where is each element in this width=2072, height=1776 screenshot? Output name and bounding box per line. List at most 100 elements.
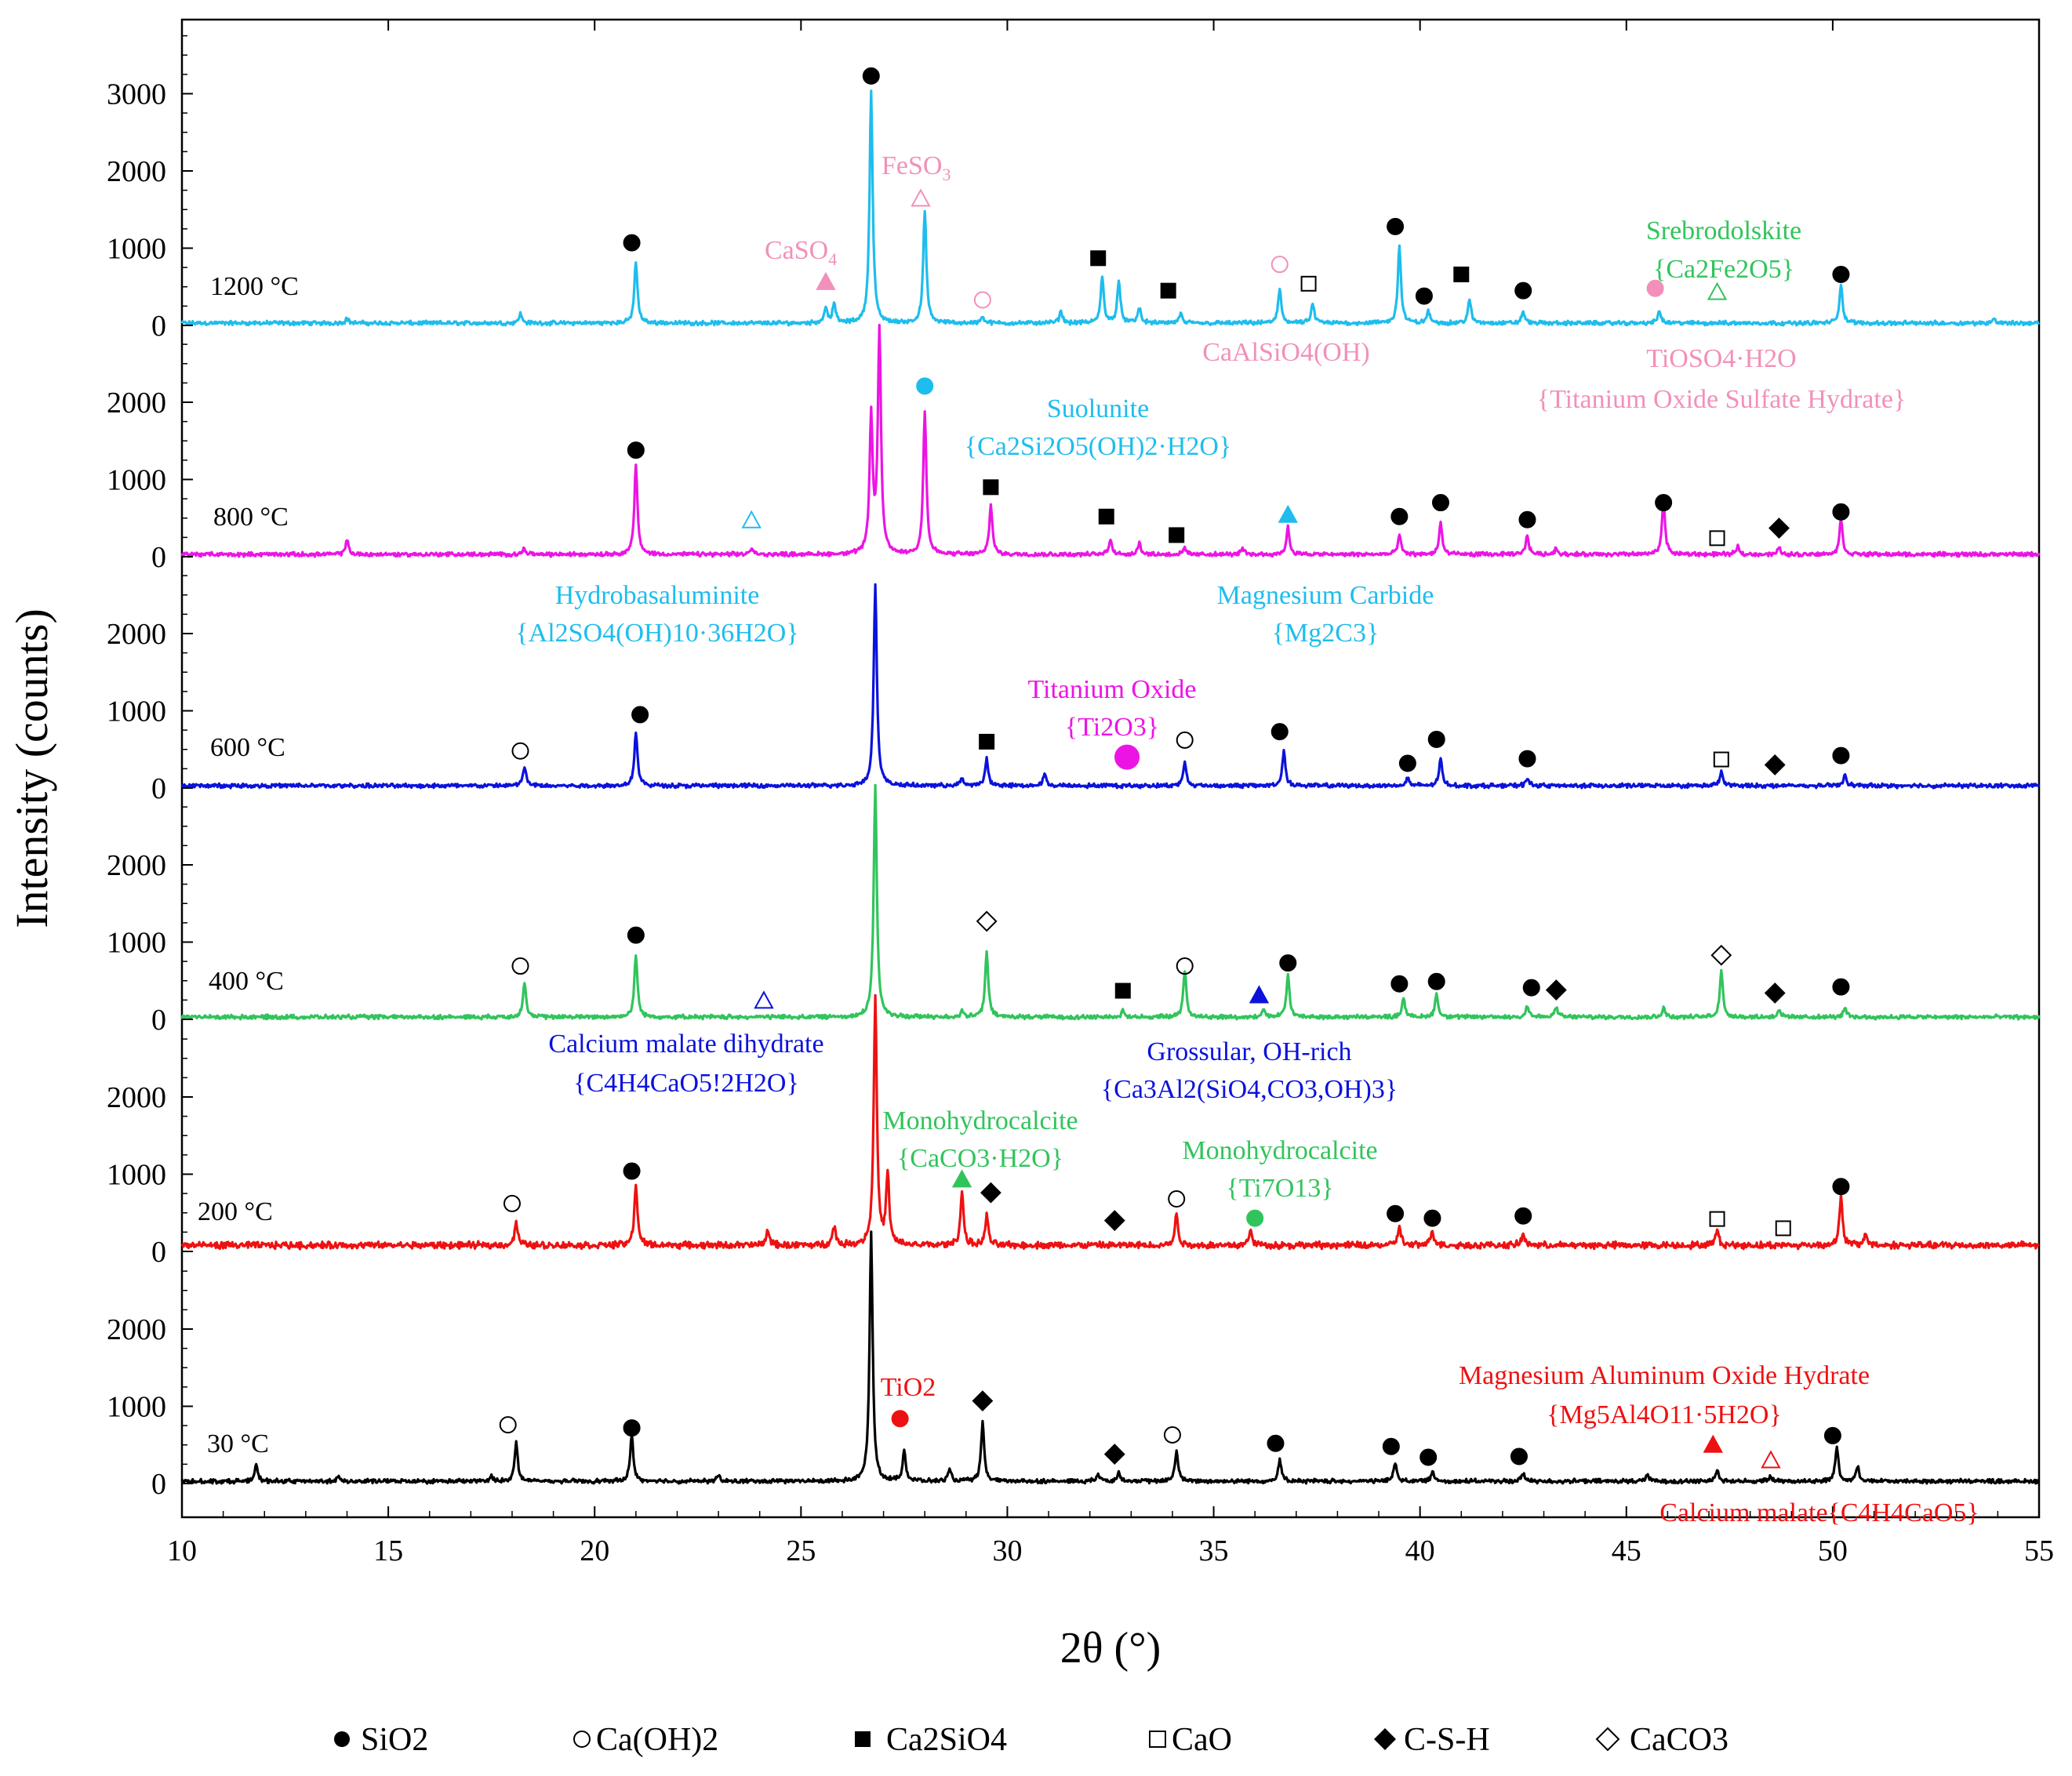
- annotation-tio2: TiO2: [881, 1373, 936, 1402]
- legend-label-ca2sio4: Ca2SiO4: [886, 1722, 1007, 1758]
- phase-marker-diamond: [980, 1182, 1001, 1204]
- y-axis-label: Intensity (counts): [6, 608, 57, 928]
- phase-marker-circle: [1267, 1434, 1285, 1452]
- phase-marker-triangle: [911, 188, 931, 207]
- phase-marker-square: [1114, 982, 1131, 999]
- phase-marker-triangle: [816, 271, 836, 290]
- legend-symbol-sio2: [334, 1731, 350, 1747]
- series-trace-3: [180, 783, 2041, 1021]
- phase-marker-circle: [627, 441, 645, 459]
- phase-marker-circle: [503, 1194, 521, 1212]
- phase-marker-circle: [1431, 494, 1449, 512]
- phase-marker-circle: [1279, 954, 1297, 972]
- phase-marker-circle: [1420, 1448, 1438, 1466]
- series-label-800: 800 °C: [213, 503, 289, 532]
- phase-marker-circle: [623, 1419, 641, 1437]
- y-tick-label: 2000: [107, 387, 166, 419]
- phase-marker-square: [1098, 508, 1114, 525]
- x-tick-label: 15: [373, 1534, 403, 1567]
- phase-marker-circle: [623, 1162, 641, 1180]
- annotation-calcium-malate-dihydrate: Calcium malate dihydrate: [548, 1030, 823, 1059]
- annotation-suolunite-formula: {Ca2Si2O5(OH)2·H2O}: [965, 432, 1232, 461]
- y-tick-label: 0: [151, 1004, 166, 1037]
- phase-marker-square: [1300, 275, 1317, 292]
- phase-marker-square: [1713, 751, 1729, 768]
- series-label-200: 200 °C: [198, 1197, 273, 1226]
- annotation-titanium-oxide-formula: {Ti2O3}: [1065, 713, 1159, 742]
- y-tick-label: 1000: [107, 927, 166, 960]
- phase-marker-circle: [916, 377, 934, 395]
- phase-marker-circle: [1415, 287, 1433, 305]
- x-tick-label: 35: [1199, 1534, 1229, 1567]
- phase-marker-circle: [1270, 256, 1289, 274]
- phase-marker-diamond: [972, 1390, 994, 1412]
- y-tick-label: 1000: [107, 1159, 166, 1192]
- legend: SiO2 Ca(OH)2 Ca2SiO4 CaO C-S-H CaCO3: [334, 1722, 1728, 1758]
- series-trace-4: [180, 993, 2040, 1251]
- phase-marker-circle: [1387, 217, 1405, 235]
- phase-marker-square: [979, 733, 995, 750]
- phase-marker-circle: [1646, 279, 1664, 297]
- phase-marker-circle: [1390, 507, 1409, 525]
- series-trace-5: [180, 1230, 2041, 1485]
- annotation-text: CaSO: [765, 236, 828, 265]
- annotation-monohydrocalcite-2: Monohydrocalcite: [1182, 1136, 1377, 1165]
- annotation-sub: 3: [942, 165, 951, 184]
- phase-marker-triangle: [741, 510, 762, 528]
- phase-marker-diamond: [976, 910, 998, 932]
- phase-marker-triangle: [1707, 281, 1728, 300]
- phase-marker-diamond: [1764, 982, 1786, 1004]
- phase-marker-circle: [1427, 972, 1445, 990]
- annotation-suolunite: Suolunite: [1047, 394, 1149, 423]
- annotation-feso3: FeSO3: [882, 151, 951, 184]
- phase-marker-circle: [891, 1410, 909, 1428]
- phase-marker-circle: [631, 706, 649, 724]
- phase-marker-circle: [499, 1416, 517, 1434]
- phase-marker-triangle: [1278, 504, 1298, 523]
- legend-label-cao: CaO: [1172, 1722, 1232, 1758]
- phase-marker-diamond: [1764, 754, 1786, 775]
- phase-marker-circle: [1168, 1190, 1186, 1208]
- series-layer: [180, 89, 2041, 1485]
- annotation-mg-al-oxide-hydrate: Magnesium Aluminum Oxide Hydrate: [1459, 1361, 1870, 1390]
- phase-marker-square: [983, 479, 999, 496]
- annotation-magnesium-carbide: Magnesium Carbide: [1217, 581, 1434, 610]
- legend-symbol-ca2sio4: [855, 1731, 871, 1747]
- phase-marker-circle: [1832, 746, 1850, 765]
- phase-marker-circle: [1398, 754, 1416, 772]
- phase-marker-square: [1775, 1220, 1791, 1237]
- y-tick-label: 0: [151, 1236, 166, 1269]
- y-ticks: 0 1000 2000 3000 0 1000 2000 0 1000 2000 0 1000 2000…: [107, 35, 193, 1501]
- legend-label-csh: C-S-H: [1404, 1722, 1490, 1758]
- phase-marker-circle: [1387, 1204, 1405, 1222]
- annotation-calcium-malate-dihydrate-formula: {C4H4CaO5!2H2O}: [573, 1069, 799, 1098]
- phase-marker-circle: [862, 67, 880, 85]
- phase-marker-circle: [1655, 494, 1673, 512]
- annotation-srebrodolskite-formula: {Ca2Fe2O5}: [1653, 255, 1794, 284]
- annotation-grossular: Grossular, OH-rich: [1147, 1037, 1351, 1066]
- phase-marker-square: [1709, 530, 1725, 547]
- annotation-magnesium-carbide-formula: {Mg2C3}: [1272, 619, 1380, 648]
- phase-marker-circle: [1176, 731, 1194, 749]
- legend-symbol-caco3: [1595, 1727, 1620, 1752]
- phase-marker-circle: [1176, 957, 1194, 975]
- annotation-grossular-formula: {Ca3Al2(SiO4,CO3,OH)3}: [1101, 1075, 1398, 1104]
- x-tick-label: 40: [1405, 1534, 1435, 1567]
- phase-marker-triangle: [1249, 985, 1270, 1004]
- phase-marker-circle: [1270, 723, 1289, 741]
- y-tick-label: 1000: [107, 464, 166, 497]
- annotation-monohydrocalcite-1-formula: {CaCO3·H2O}: [897, 1144, 1063, 1173]
- annotation-titanium-oxide: Titanium Oxide: [1027, 675, 1196, 704]
- y-tick-label: 1000: [107, 1391, 166, 1424]
- phase-marker-circle: [1832, 503, 1850, 521]
- series-trace-0: [180, 89, 2041, 327]
- series-trace-2: [180, 583, 2041, 790]
- annotation-hydrobasaluminite-formula: {Al2SO4(OH)10·36H2O}: [515, 619, 798, 648]
- legend-label-sio2: SiO2: [361, 1722, 428, 1758]
- x-tick-label: 55: [2024, 1534, 2054, 1567]
- y-tick-label: 1000: [107, 696, 166, 728]
- phase-marker-circle: [1823, 1426, 1841, 1444]
- annotation-monohydrocalcite-1: Monohydrocalcite: [882, 1106, 1078, 1135]
- phase-marker-circle: [511, 742, 529, 760]
